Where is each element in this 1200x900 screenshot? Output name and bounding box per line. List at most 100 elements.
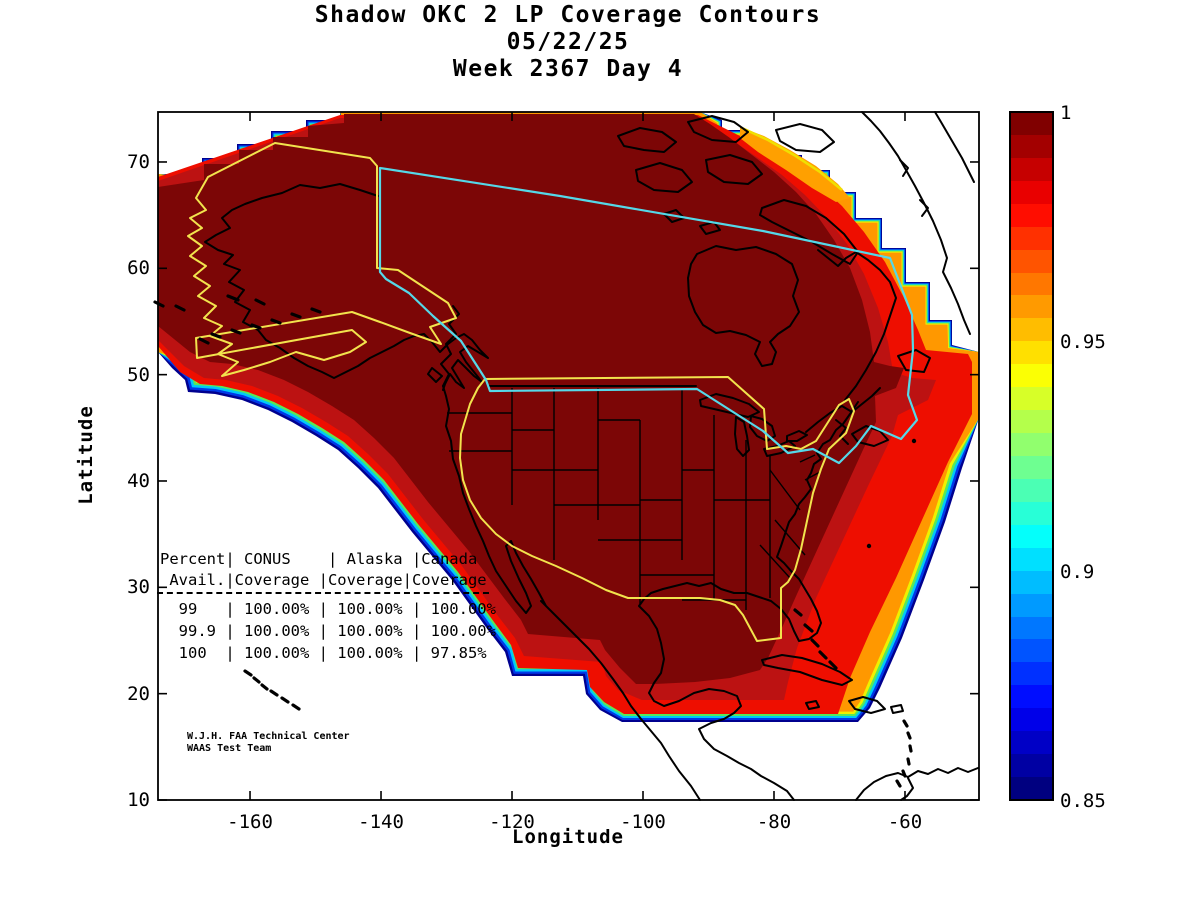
vancouver-island <box>427 367 443 383</box>
colorbar-band-9 <box>1010 318 1053 342</box>
island-mark-12 <box>252 676 261 684</box>
island-mark-15 <box>280 696 290 704</box>
state-line-24 <box>804 471 821 481</box>
cuba <box>761 654 853 686</box>
ne-fringe-patch <box>740 127 850 202</box>
colorbar-band-23 <box>1010 639 1053 663</box>
arctic-islet-2 <box>699 221 721 235</box>
colorbar-band-7 <box>1010 272 1053 296</box>
colorbar-band-3 <box>1010 180 1053 205</box>
lake-ontario <box>786 430 808 442</box>
colorbar-band-22 <box>1010 616 1053 640</box>
island-mark-2 <box>810 638 820 648</box>
island-mark-3 <box>818 650 828 660</box>
colorbar-band-24 <box>1010 662 1053 686</box>
colorbar-band-11 <box>1010 364 1053 388</box>
colorbar <box>1010 112 1053 801</box>
colorbar-band-14 <box>1010 433 1053 457</box>
colorbar-band-18 <box>1010 524 1053 549</box>
island-mark-22 <box>230 328 242 335</box>
lake-superior <box>699 393 760 418</box>
island-mark-23 <box>250 323 262 330</box>
colorbar-band-25 <box>1010 685 1053 709</box>
island-mark-7 <box>908 744 913 753</box>
island-mark-1 <box>803 623 814 633</box>
colorbar-band-12 <box>1010 387 1053 411</box>
greenland-west-coast <box>861 111 971 335</box>
island-mark-14 <box>269 689 279 697</box>
st-lawrence <box>805 387 881 433</box>
island-mark-6 <box>906 731 912 740</box>
colorbar-band-20 <box>1010 570 1053 595</box>
colorbar-band-16 <box>1010 478 1053 503</box>
island-mark-19 <box>254 298 266 306</box>
conus-boundary <box>459 376 855 642</box>
island-mark-13 <box>260 683 269 691</box>
band-dark-red <box>158 114 904 684</box>
state-line-20 <box>769 469 801 511</box>
island-mark-24 <box>270 318 282 325</box>
colorbar-band-8 <box>1010 295 1053 319</box>
island-mark-18 <box>226 294 240 302</box>
lake-erie <box>763 440 796 457</box>
island-mark-16 <box>291 703 301 711</box>
colorbar-band-4 <box>1010 203 1053 228</box>
island-mark-9 <box>901 769 907 778</box>
greenland-fjord-2 <box>919 199 929 217</box>
plot-border <box>157 111 980 801</box>
island-mark-25 <box>290 312 302 319</box>
east-gulf-mexico-coast <box>638 401 859 801</box>
colorbar-band-6 <box>1010 249 1053 274</box>
colorbar-band-0 <box>1010 112 1053 136</box>
colorbar-band-10 <box>1010 341 1053 365</box>
island-mark-11 <box>243 669 253 677</box>
colorbar-band-5 <box>1010 226 1053 251</box>
island-mark-21 <box>210 332 222 339</box>
ne-fringe-yellow-line <box>741 126 843 191</box>
colorbar-border <box>1009 111 1054 801</box>
island-mark-26 <box>310 307 322 314</box>
greenland-east-coast <box>934 111 975 183</box>
arctic-island-2 <box>687 115 749 143</box>
island-mark-4 <box>828 660 838 670</box>
maine-coast <box>835 419 849 445</box>
pacific-mexico-coast <box>442 385 701 801</box>
jamaica <box>805 700 820 710</box>
island-mark-27 <box>198 337 210 345</box>
island-mark-5 <box>902 719 909 728</box>
colorbar-band-17 <box>1010 501 1053 526</box>
arctic-island-5 <box>775 123 835 153</box>
colorbar-band-1 <box>1010 134 1053 159</box>
canada-boundary <box>378 166 919 465</box>
labrador-coast <box>817 249 897 401</box>
colorbar-band-2 <box>1010 157 1053 182</box>
colorbar-band-21 <box>1010 593 1053 618</box>
colorbar-band-19 <box>1010 547 1053 572</box>
colorbar-band-13 <box>1010 410 1053 434</box>
colorbar-band-15 <box>1010 456 1053 480</box>
state-line-23 <box>799 454 816 463</box>
island-mark-10 <box>895 779 902 788</box>
greenland-fjord-1 <box>899 159 909 177</box>
hispaniola <box>848 696 886 714</box>
island-mark-8 <box>906 757 911 766</box>
point-island-1 <box>866 543 872 549</box>
arctic-island-3 <box>635 162 693 193</box>
alaska-boundary <box>187 142 457 377</box>
island-mark-0 <box>793 608 803 617</box>
arctic-island-4 <box>705 154 763 185</box>
south-america-coast <box>855 767 979 801</box>
island-mark-20 <box>174 304 186 312</box>
hudson-bay <box>687 245 800 367</box>
point-island-0 <box>911 438 917 444</box>
state-line-22 <box>759 544 791 579</box>
arctic-island-1 <box>617 127 677 153</box>
island-mark-17 <box>153 300 165 308</box>
puerto-rico <box>890 704 904 714</box>
colorbar-band-29 <box>1010 777 1053 801</box>
colorbar-band-28 <box>1010 754 1053 778</box>
colorbar-band-26 <box>1010 708 1053 732</box>
baffin-island <box>759 199 859 265</box>
